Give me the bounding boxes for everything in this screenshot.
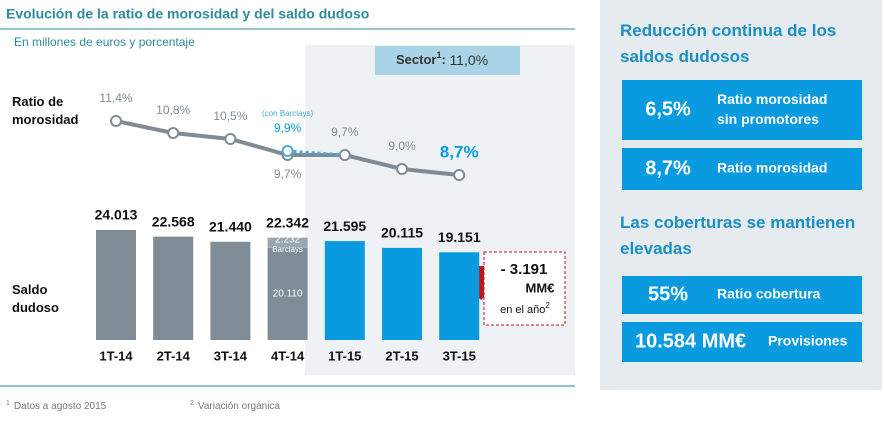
- axis-label-line: dudoso: [12, 300, 59, 315]
- sector-name: Sector: [396, 52, 436, 67]
- sector-box: [375, 46, 520, 75]
- kpi-value: 10.584 MM€: [635, 330, 746, 352]
- bar-segment: [210, 241, 251, 340]
- bar-total-label: 20.115: [381, 225, 423, 241]
- line-point: [453, 169, 466, 181]
- sector-label: Sector1: 11,0%: [396, 50, 488, 67]
- footnote-mark: 1: [6, 400, 10, 407]
- line-point: [110, 115, 122, 127]
- bar-value-label: 2.232: [275, 234, 300, 245]
- line-value-label: 10,5%: [213, 109, 247, 123]
- bar-segment: [153, 236, 194, 340]
- x-tick-label: 1T-15: [328, 348, 361, 363]
- sector-value: 11,0%: [449, 52, 488, 68]
- bar-segment: [267, 237, 308, 248]
- bar-total-label: 21.595: [323, 218, 366, 234]
- x-tick-label: 4T-14: [271, 348, 305, 363]
- footnote-mark: 2: [190, 400, 194, 407]
- kpi-label: Ratio morosidad sin promotores: [717, 91, 827, 127]
- heading-line: elevadas: [620, 239, 692, 258]
- change-unit: MM€: [526, 280, 555, 295]
- x-tick-label: 3T-15: [443, 348, 476, 363]
- kpi-box: [622, 148, 862, 190]
- change-period-text: en el año: [500, 304, 545, 316]
- chart-title: Evolución de la ratio de morosidad y del…: [6, 6, 369, 22]
- kpi-box: [622, 276, 862, 314]
- bar-total-label: 19.151: [438, 229, 481, 245]
- footnote-text: Datos a agosto 2015: [14, 401, 107, 412]
- sector-colon: :: [441, 52, 449, 67]
- change-value: - 3.191: [501, 261, 548, 278]
- axis-label-line: Ratio de: [12, 94, 63, 109]
- bar-segment: [267, 247, 308, 340]
- footnote: 2 Variación orgánica: [190, 400, 280, 412]
- line-y-label: Ratio de morosidad: [12, 94, 79, 127]
- bar-total-label: 22.568: [152, 213, 195, 229]
- kpi-value: 55%: [648, 283, 688, 305]
- series-name: (con Barclays): [262, 109, 313, 118]
- x-tick-label: 2T-15: [385, 348, 418, 363]
- line-value-label: 9,9%: [274, 121, 302, 135]
- change-period: en el año2: [500, 301, 550, 316]
- change-box: [483, 251, 566, 326]
- x-tick-label: 3T-14: [214, 348, 248, 363]
- kpi-label: Provisiones: [768, 333, 848, 349]
- chart-subtitle: En millones de euros y porcentaje: [14, 35, 195, 49]
- bar-segment: [439, 252, 480, 340]
- panel-heading: Reducción continua de los saldos dudosos: [620, 21, 836, 66]
- heading-line: saldos dudosos: [620, 47, 749, 66]
- heading-line: Reducción continua de los: [620, 21, 836, 40]
- line-value-label: 11,4%: [99, 91, 132, 105]
- kpi-label: Ratio morosidad: [717, 160, 827, 176]
- bar-segment: [324, 241, 365, 340]
- kpi-box: [622, 80, 862, 140]
- line-value-label: 10,8%: [156, 103, 190, 117]
- sector-note: 1: [436, 50, 441, 60]
- bar-total-label: 22.342: [266, 214, 309, 230]
- line-point: [281, 145, 294, 157]
- footnote: 1 Datos a agosto 2015: [6, 400, 107, 412]
- heading-line: Las coberturas se mantienen: [620, 213, 855, 232]
- x-tick-label: 2T-14: [157, 348, 191, 363]
- axis-label-line: Saldo: [12, 282, 47, 297]
- kpi-box: [622, 322, 862, 362]
- kpi-value: 6,5%: [645, 98, 691, 120]
- kpi-value: 8,7%: [645, 157, 691, 179]
- line-value-label: 9,7%: [274, 167, 302, 181]
- kpi-label: Ratio cobertura: [717, 286, 821, 302]
- bar-segment: [382, 247, 422, 340]
- bar-segment: [96, 230, 136, 340]
- bar-total-label: 21.440: [209, 218, 252, 234]
- bar-y-label: Saldo dudoso: [12, 282, 59, 315]
- line-point: [167, 127, 180, 139]
- footnote-text: Variación orgánica: [198, 401, 281, 412]
- kpi-label-line: Ratio morosidad: [717, 91, 827, 107]
- line-point: [396, 163, 408, 175]
- bar-total-label: 24.013: [95, 207, 138, 223]
- bar-value-label: 20.110: [273, 289, 303, 300]
- panel-heading: Las coberturas se mantienen elevadas: [620, 213, 855, 258]
- bar-segment-name: Barclays: [272, 245, 303, 254]
- kpi-label-line: sin promotores: [717, 111, 819, 127]
- line-point: [224, 133, 237, 145]
- line-value-label: 9,7%: [331, 125, 359, 139]
- line-value-label: 8,7%: [440, 142, 479, 161]
- x-tick-label: 1T-14: [99, 348, 133, 363]
- line-value-label: 9,0%: [388, 139, 416, 153]
- axis-label-line: morosidad: [12, 112, 79, 127]
- change-note: 2: [545, 301, 550, 310]
- line-point: [338, 149, 351, 161]
